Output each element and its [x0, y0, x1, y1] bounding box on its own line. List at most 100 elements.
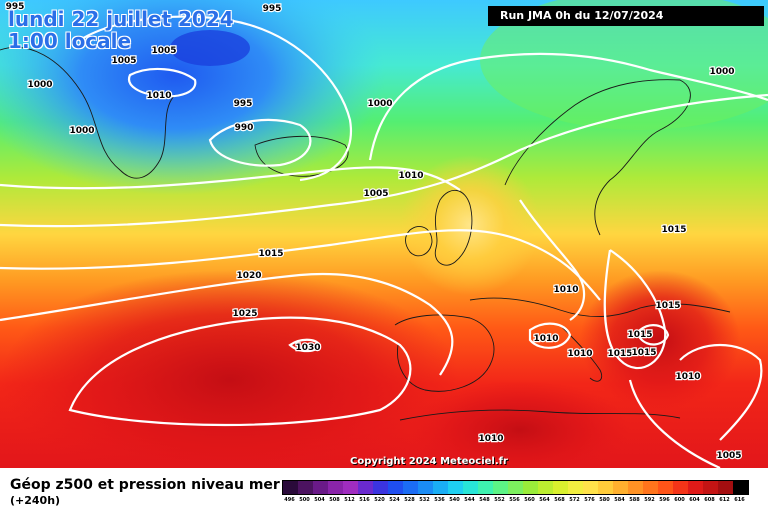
color-scale-swatch [688, 481, 703, 494]
color-scale-label: 616 [734, 497, 745, 503]
pressure-labels: 995 995 1005 1005 1010 1000 995 990 1000… [4, 1, 742, 462]
cold-trough [0, 0, 385, 195]
color-scale-label: 520 [374, 497, 385, 503]
color-scale-swatch [313, 481, 328, 494]
color-scale-swatch [358, 481, 373, 494]
pressure-label: 1015 [655, 301, 680, 311]
color-scale-swatch [568, 481, 583, 494]
north-africa-warm-core [410, 380, 630, 468]
pressure-label: 1010 [567, 349, 592, 359]
color-scale-label: 536 [434, 497, 445, 503]
color-scale-swatch [703, 481, 718, 494]
mainland-europe-coast [469, 297, 731, 317]
pressure-label: 1015 [607, 349, 632, 359]
map-footer: Géop z500 et pression niveau mer (+240h)… [0, 468, 768, 512]
lead-time: (+240h) [10, 494, 61, 507]
pressure-label: 1020 [236, 271, 261, 281]
color-scale-label: 580 [599, 497, 610, 503]
color-scale-label: 504 [314, 497, 325, 503]
color-scale-label: 560 [524, 497, 535, 503]
color-scale-label: 584 [614, 497, 625, 503]
map-date-title: lundi 22 juillet 2024 1:00 locale [8, 8, 234, 52]
color-scale-swatch [283, 481, 298, 494]
color-scale-swatch [418, 481, 433, 494]
map-date-line: lundi 22 juillet 2024 [8, 7, 234, 31]
pressure-label: 1005 [151, 46, 176, 56]
copyright-notice: Copyright 2024 Meteociel.fr [350, 456, 508, 467]
color-scale-labels: 496 500 504 508 512 516 520 524 528 532 536 540 544 5… [282, 497, 747, 503]
color-scale-swatch [583, 481, 598, 494]
scandinavia-coast [504, 79, 691, 236]
pressure-label: 1010 [398, 171, 423, 181]
pressure-label: 1015 [631, 348, 656, 358]
cold-trough-core [170, 30, 250, 66]
map-time-line: 1:00 locale [8, 29, 132, 53]
pressure-label: 1025 [232, 309, 257, 319]
color-scale-label: 524 [389, 497, 400, 503]
pressure-label: 1010 [146, 91, 171, 101]
color-scale-label: 516 [359, 497, 370, 503]
color-scale-label: 596 [659, 497, 670, 503]
color-scale-label: 568 [554, 497, 565, 503]
color-scale-label: 588 [629, 497, 640, 503]
pressure-label: 1010 [533, 334, 558, 344]
western-europe-ridge [400, 155, 540, 295]
color-scale-label: 608 [704, 497, 715, 503]
weather-map: 995 995 1005 1005 1010 1000 995 990 1000… [0, 0, 768, 468]
pressure-label: 1010 [675, 372, 700, 382]
ireland-coast [405, 226, 433, 257]
pressure-label: 1005 [363, 189, 388, 199]
isobars [0, 15, 768, 468]
color-scale-label: 548 [479, 497, 490, 503]
color-scale-swatch [673, 481, 688, 494]
color-scale-swatch [598, 481, 613, 494]
uk-coast [434, 190, 473, 266]
color-scale-label: 496 [284, 497, 295, 503]
color-scale-label: 512 [344, 497, 355, 503]
pressure-label: 995 [234, 99, 253, 109]
color-scale-swatch [553, 481, 568, 494]
north-africa-coast [399, 409, 681, 421]
pressure-label: 1005 [716, 451, 741, 461]
color-scale-label: 556 [509, 497, 520, 503]
color-scale-swatch [643, 481, 658, 494]
color-scale-swatch [718, 481, 733, 494]
color-scale-swatch [433, 481, 448, 494]
pressure-label: 995 [263, 4, 282, 14]
color-scale-swatch [373, 481, 388, 494]
color-scale-label: 528 [404, 497, 415, 503]
color-scale-label: 576 [584, 497, 595, 503]
color-scale-swatch [508, 481, 523, 494]
pressure-label: 990 [235, 123, 254, 133]
model-run-banner: Run JMA 0h du 12/07/2024 [488, 6, 764, 26]
color-scale-label: 612 [719, 497, 730, 503]
pressure-label: 1030 [295, 343, 320, 353]
pressure-label: 1015 [258, 249, 283, 259]
color-scale-swatch [388, 481, 403, 494]
pressure-label: 1010 [478, 434, 503, 444]
color-scale-swatch [613, 481, 628, 494]
color-scale-label: 572 [569, 497, 580, 503]
color-scale-label: 564 [539, 497, 550, 503]
pressure-label: 1015 [627, 330, 652, 340]
pressure-label: 995 [6, 2, 25, 12]
pressure-label: 1000 [367, 99, 392, 109]
color-scale-label: 500 [299, 497, 310, 503]
color-scale-bar [282, 480, 749, 495]
italy-coast [559, 324, 603, 382]
pressure-label: 1005 [111, 56, 136, 66]
color-scale-swatch [343, 481, 358, 494]
color-scale-swatch [298, 481, 313, 494]
color-scale-swatch [658, 481, 673, 494]
color-scale-label: 508 [329, 497, 340, 503]
color-scale-label: 532 [419, 497, 430, 503]
color-scale-swatch [328, 481, 343, 494]
northeast-cool-zone [480, 0, 768, 130]
color-scale-swatch [523, 481, 538, 494]
pressure-label: 1000 [27, 80, 52, 90]
iceland-coast [254, 135, 349, 177]
color-scale-label: 600 [674, 497, 685, 503]
color-scale-swatch [463, 481, 478, 494]
balkan-warm-core [580, 270, 740, 410]
color-scale-swatch [628, 481, 643, 494]
